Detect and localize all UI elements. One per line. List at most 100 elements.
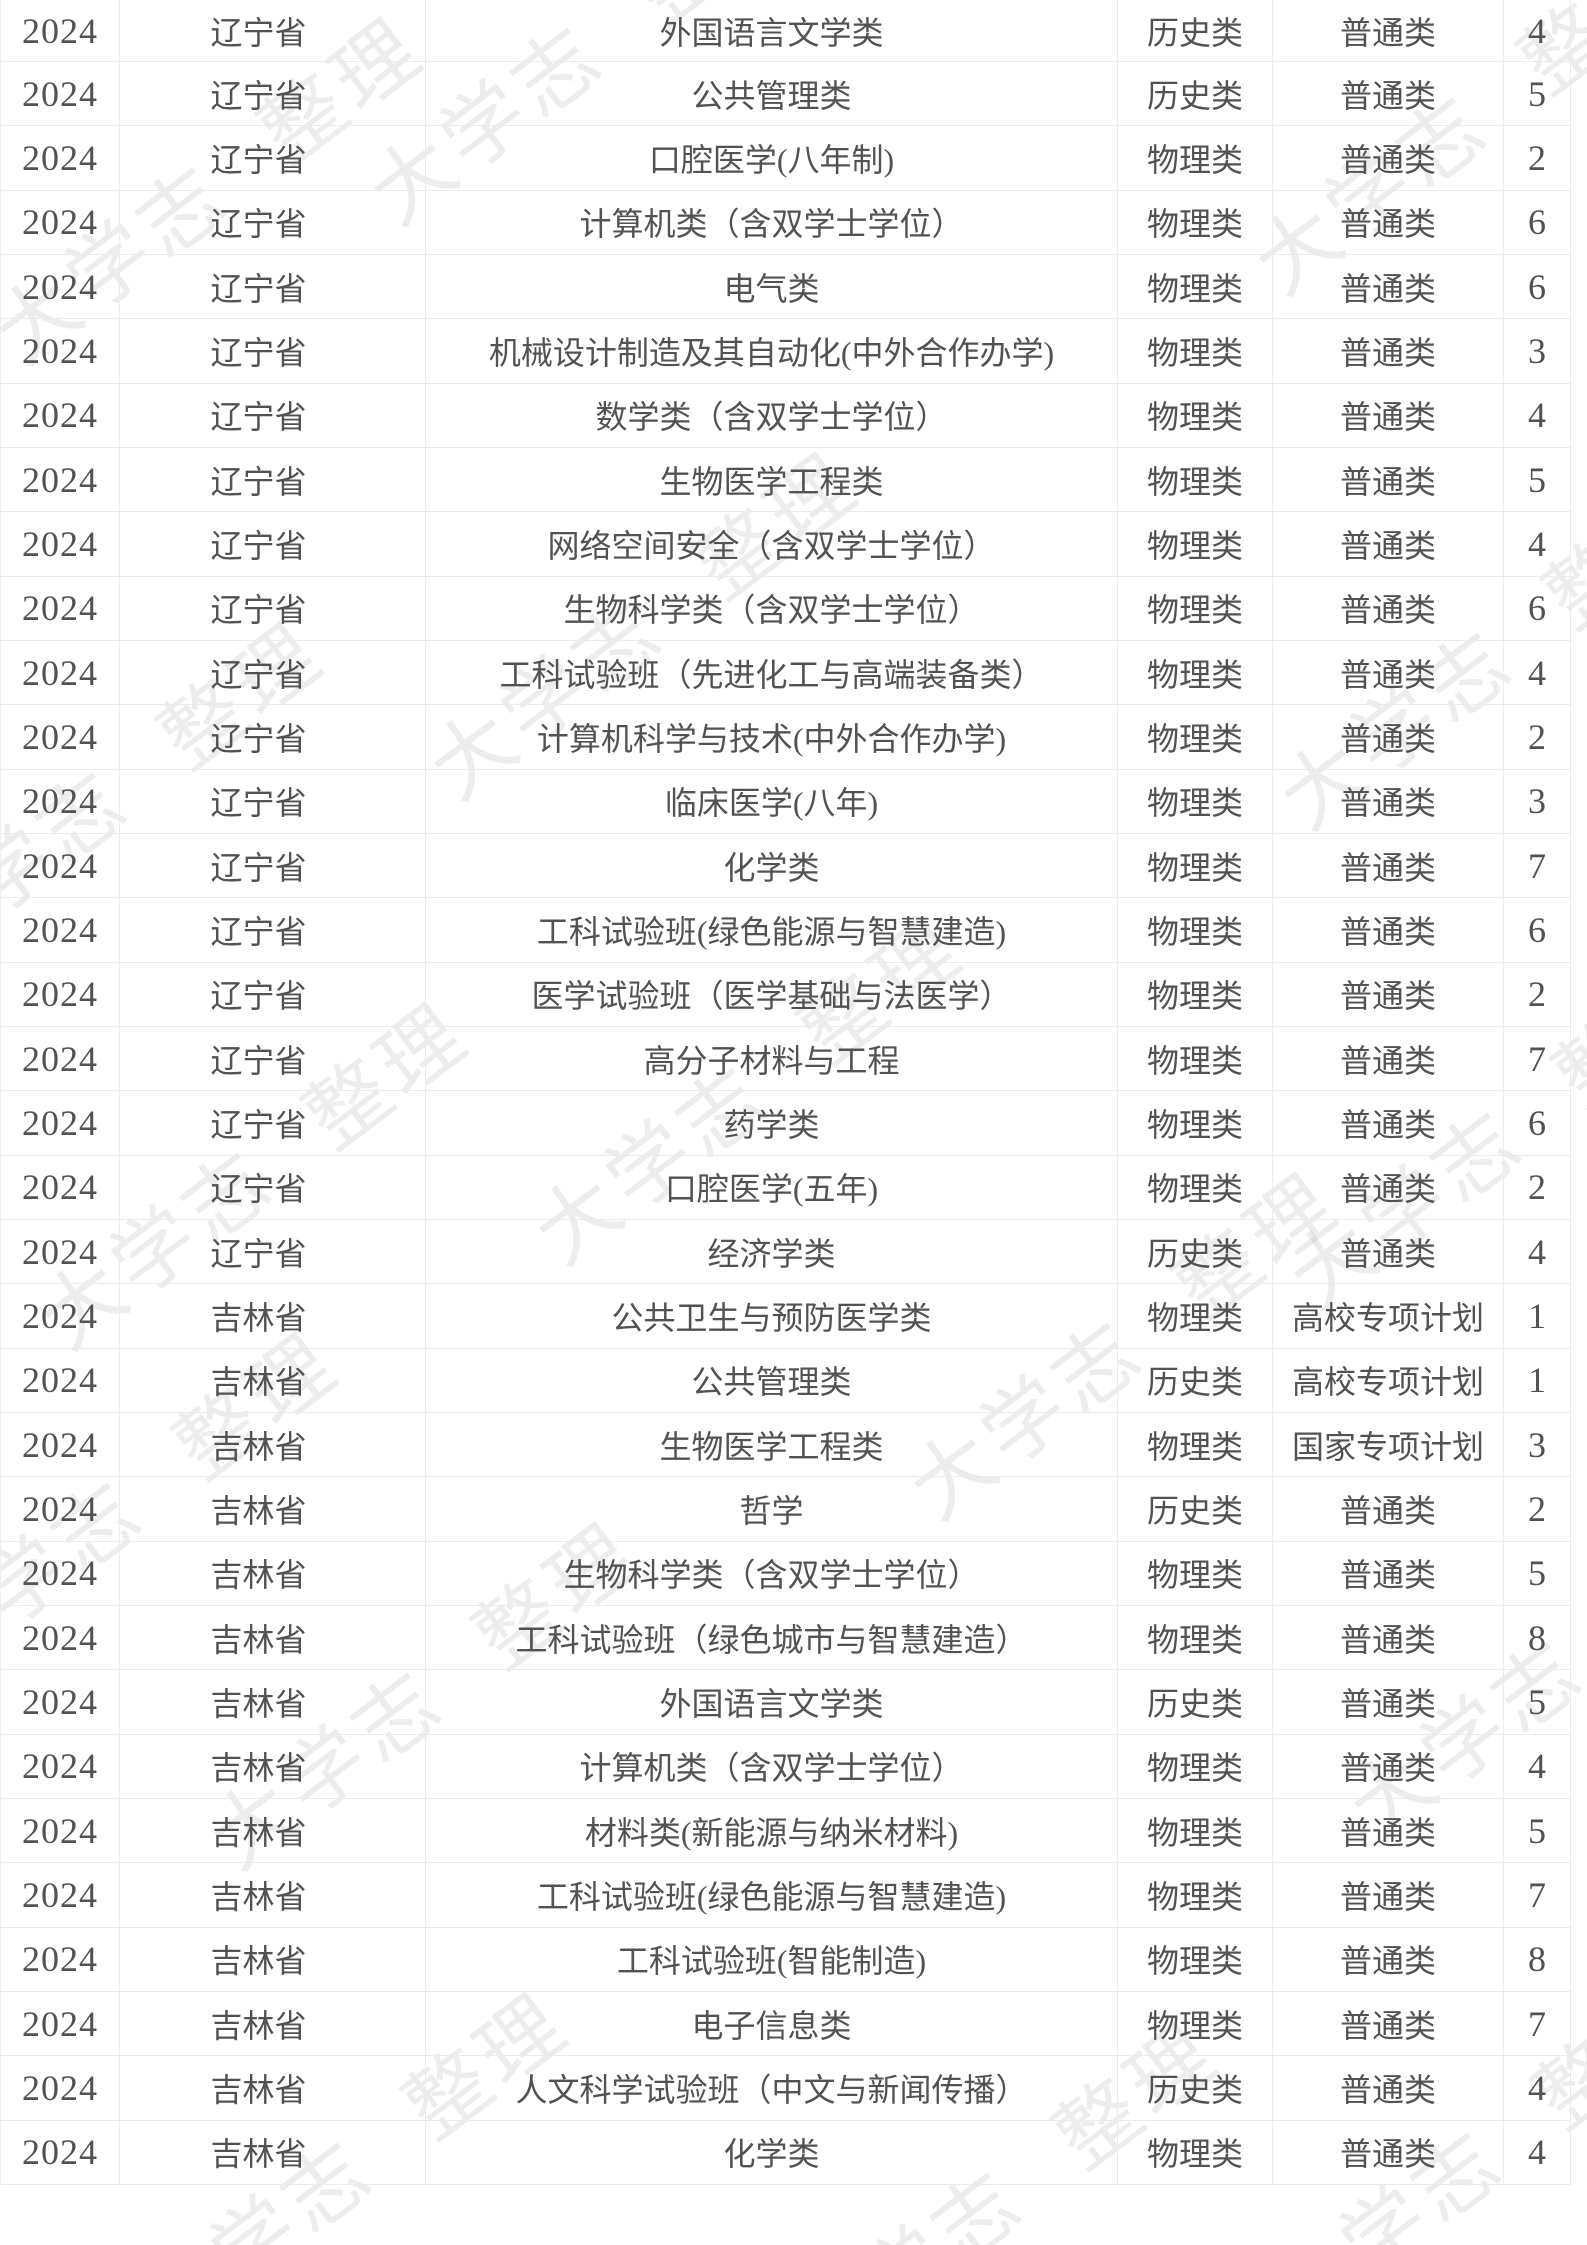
cell-major: 生物科学类（含双学士学位） xyxy=(426,576,1118,640)
table-row: 2024 吉林省 工科试验班（绿色城市与智慧建造） 物理类 普通类 8 xyxy=(1,1605,1571,1671)
cell-subject-type: 物理类 xyxy=(1118,447,1273,512)
cell-year: 2024 xyxy=(1,1477,120,1541)
cell-major: 经济学类 xyxy=(426,1219,1118,1284)
table-row: 2024 辽宁省 经济学类 历史类 普通类 4 xyxy=(1,1219,1571,1285)
cell-plan-type: 普通类 xyxy=(1273,254,1504,319)
cell-plan-type: 普通类 xyxy=(1273,1670,1504,1734)
cell-major: 工科试验班(绿色能源与智慧建造) xyxy=(426,898,1118,962)
cell-count: 2 xyxy=(1504,1155,1571,1219)
cell-count: 6 xyxy=(1504,254,1571,319)
cell-year: 2024 xyxy=(1,190,120,254)
cell-major: 化学类 xyxy=(426,833,1118,898)
cell-province: 辽宁省 xyxy=(120,769,426,833)
cell-major: 工科试验班（绿色城市与智慧建造） xyxy=(426,1605,1118,1670)
cell-major: 公共卫生与预防医学类 xyxy=(426,1284,1118,1348)
cell-province: 吉林省 xyxy=(120,2056,426,2120)
cell-year: 2024 xyxy=(1,319,120,383)
cell-province: 辽宁省 xyxy=(120,383,426,447)
cell-count: 7 xyxy=(1504,1863,1571,1927)
cell-count: 1 xyxy=(1504,1284,1571,1348)
cell-major: 外国语言文学类 xyxy=(426,1670,1118,1734)
cell-province: 辽宁省 xyxy=(120,640,426,705)
table-row: 2024 吉林省 公共管理类 历史类 高校专项计划 1 xyxy=(1,1348,1571,1413)
cell-major: 口腔医学(八年制) xyxy=(426,126,1118,190)
cell-province: 辽宁省 xyxy=(120,126,426,190)
cell-year: 2024 xyxy=(1,62,120,126)
cell-year: 2024 xyxy=(1,576,120,640)
cell-subject-type: 物理类 xyxy=(1118,1863,1273,1927)
cell-subject-type: 物理类 xyxy=(1118,705,1273,769)
table-row: 2024 辽宁省 医学试验班（医学基础与法医学） 物理类 普通类 2 xyxy=(1,962,1571,1027)
cell-plan-type: 普通类 xyxy=(1273,383,1504,447)
cell-subject-type: 历史类 xyxy=(1118,0,1273,61)
cell-year: 2024 xyxy=(1,126,120,190)
cell-province: 吉林省 xyxy=(120,1670,426,1734)
cell-year: 2024 xyxy=(1,769,120,833)
cell-major: 计算机类（含双学士学位） xyxy=(426,190,1118,254)
cell-year: 2024 xyxy=(1,2056,120,2120)
cell-major: 数学类（含双学士学位） xyxy=(426,383,1118,447)
cell-plan-type: 国家专项计划 xyxy=(1273,1412,1504,1477)
cell-province: 吉林省 xyxy=(120,1734,426,1798)
cell-province: 辽宁省 xyxy=(120,576,426,640)
cell-major: 临床医学(八年) xyxy=(426,769,1118,833)
cell-subject-type: 物理类 xyxy=(1118,1991,1273,2056)
table-row: 2024 吉林省 哲学 历史类 普通类 2 xyxy=(1,1477,1571,1542)
cell-province: 吉林省 xyxy=(120,1541,426,1605)
cell-year: 2024 xyxy=(1,1734,120,1798)
cell-province: 吉林省 xyxy=(120,1284,426,1348)
cell-major: 电子信息类 xyxy=(426,1991,1118,2056)
table-row: 2024 辽宁省 临床医学(八年) 物理类 普通类 3 xyxy=(1,769,1571,834)
cell-count: 4 xyxy=(1504,2120,1571,2184)
table-row: 2024 辽宁省 高分子材料与工程 物理类 普通类 7 xyxy=(1,1026,1571,1092)
cell-plan-type: 普通类 xyxy=(1273,1541,1504,1605)
cell-province: 辽宁省 xyxy=(120,1219,426,1284)
cell-plan-type: 普通类 xyxy=(1273,1927,1504,1991)
cell-province: 吉林省 xyxy=(120,2120,426,2184)
cell-subject-type: 物理类 xyxy=(1118,576,1273,640)
cell-subject-type: 物理类 xyxy=(1118,383,1273,447)
cell-count: 1 xyxy=(1504,1348,1571,1412)
table-row: 2024 吉林省 外国语言文学类 历史类 普通类 5 xyxy=(1,1670,1571,1735)
cell-major: 外国语言文学类 xyxy=(426,0,1118,61)
cell-major: 网络空间安全（含双学士学位） xyxy=(426,512,1118,576)
cell-major: 药学类 xyxy=(426,1091,1118,1155)
cell-count: 4 xyxy=(1504,1219,1571,1284)
cell-subject-type: 物理类 xyxy=(1118,1734,1273,1798)
cell-year: 2024 xyxy=(1,1670,120,1734)
cell-year: 2024 xyxy=(1,447,120,512)
cell-subject-type: 物理类 xyxy=(1118,769,1273,833)
cell-plan-type: 普通类 xyxy=(1273,640,1504,705)
cell-year: 2024 xyxy=(1,1798,120,1863)
cell-year: 2024 xyxy=(1,1155,120,1219)
admissions-table: 2024 辽宁省 外国语言文学类 历史类 普通类 4 2024 辽宁省 公共管理类 历史类 普通类 5… xyxy=(0,0,1571,2185)
cell-plan-type: 普通类 xyxy=(1273,190,1504,254)
cell-province: 辽宁省 xyxy=(120,254,426,319)
cell-province: 辽宁省 xyxy=(120,1155,426,1219)
cell-year: 2024 xyxy=(1,512,120,576)
cell-major: 机械设计制造及其自动化(中外合作办学) xyxy=(426,319,1118,383)
cell-year: 2024 xyxy=(1,1219,120,1284)
cell-year: 2024 xyxy=(1,254,120,319)
cell-count: 3 xyxy=(1504,769,1571,833)
cell-count: 8 xyxy=(1504,1605,1571,1670)
cell-major: 口腔医学(五年) xyxy=(426,1155,1118,1219)
cell-year: 2024 xyxy=(1,640,120,705)
table-row: 2024 辽宁省 电气类 物理类 普通类 6 xyxy=(1,254,1571,320)
cell-plan-type: 普通类 xyxy=(1273,833,1504,898)
table-row: 2024 辽宁省 化学类 物理类 普通类 7 xyxy=(1,833,1571,899)
cell-year: 2024 xyxy=(1,962,120,1026)
cell-count: 5 xyxy=(1504,62,1571,126)
cell-plan-type: 普通类 xyxy=(1273,962,1504,1026)
cell-year: 2024 xyxy=(1,1284,120,1348)
cell-major: 工科试验班(绿色能源与智慧建造) xyxy=(426,1863,1118,1927)
cell-plan-type: 普通类 xyxy=(1273,2056,1504,2120)
table-row: 2024 辽宁省 机械设计制造及其自动化(中外合作办学) 物理类 普通类 3 xyxy=(1,319,1571,384)
cell-subject-type: 物理类 xyxy=(1118,640,1273,705)
cell-plan-type: 普通类 xyxy=(1273,1091,1504,1155)
cell-plan-type: 普通类 xyxy=(1273,1026,1504,1091)
cell-subject-type: 物理类 xyxy=(1118,2120,1273,2184)
cell-year: 2024 xyxy=(1,1863,120,1927)
cell-plan-type: 普通类 xyxy=(1273,62,1504,126)
